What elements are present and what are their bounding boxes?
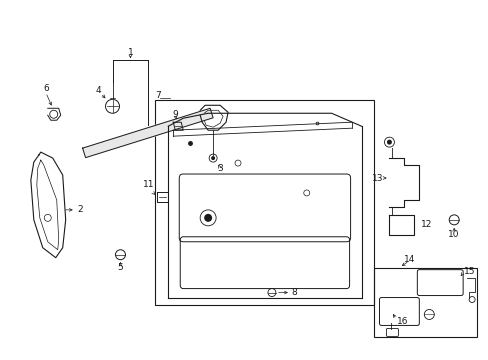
Text: 16: 16 [397,317,408,326]
Text: 6: 6 [43,84,48,93]
Text: 11: 11 [142,180,154,189]
Text: 8: 8 [291,288,297,297]
Text: 3: 3 [217,163,223,172]
Text: 14: 14 [403,255,414,264]
Bar [155,100,374,305]
Circle shape [211,156,215,160]
Circle shape [203,214,212,222]
Text: 1: 1 [127,48,133,57]
Text: 7: 7 [155,91,161,100]
Text: 15: 15 [463,267,475,276]
Bar [374,268,476,337]
Text: 4: 4 [96,86,101,95]
Text: 13: 13 [371,174,383,183]
Polygon shape [82,108,213,158]
Text: 9: 9 [172,110,178,119]
Text: 10: 10 [447,230,459,239]
Circle shape [386,140,391,145]
Text: 2: 2 [78,206,83,215]
Text: 12: 12 [421,220,432,229]
Text: 5: 5 [118,263,123,272]
